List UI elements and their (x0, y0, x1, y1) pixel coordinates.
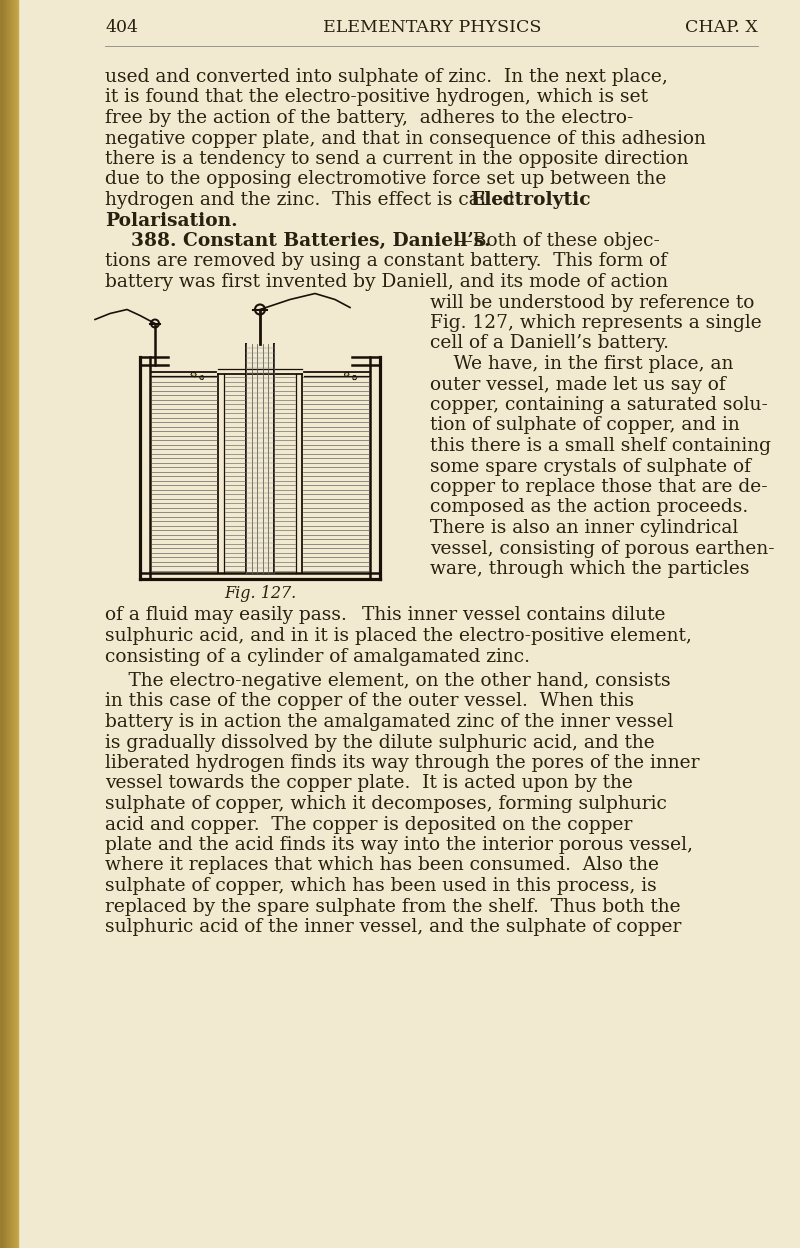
Text: ware, through which the particles: ware, through which the particles (430, 560, 750, 578)
Text: this there is a small shelf containing: this there is a small shelf containing (430, 437, 771, 456)
Text: The electro-negative element, on the other hand, consists: The electro-negative element, on the oth… (105, 671, 670, 690)
Text: CHAP. X: CHAP. X (686, 20, 758, 36)
Text: of a fluid may easily pass.  This inner vessel contains dilute: of a fluid may easily pass. This inner v… (105, 607, 666, 624)
Text: due to the opposing electromotive force set up between the: due to the opposing electromotive force … (105, 171, 666, 188)
Text: 388. Constant Batteries, Daniell’s.: 388. Constant Batteries, Daniell’s. (105, 232, 490, 250)
Text: liberated hydrogen finds its way through the pores of the inner: liberated hydrogen finds its way through… (105, 754, 699, 773)
Text: some spare crystals of sulphate of: some spare crystals of sulphate of (430, 458, 751, 475)
Text: battery is in action the amalgamated zinc of the inner vessel: battery is in action the amalgamated zin… (105, 713, 674, 731)
Text: is gradually dissolved by the dilute sulphuric acid, and the: is gradually dissolved by the dilute sul… (105, 734, 654, 751)
Text: vessel, consisting of porous earthen-: vessel, consisting of porous earthen- (430, 539, 774, 558)
Text: vessel towards the copper plate.  It is acted upon by the: vessel towards the copper plate. It is a… (105, 775, 633, 792)
Text: tion of sulphate of copper, and in: tion of sulphate of copper, and in (430, 417, 740, 434)
Text: —Both of these objec-: —Both of these objec- (454, 232, 660, 250)
Text: outer vessel, made let us say of: outer vessel, made let us say of (430, 376, 726, 393)
Text: it is found that the electro-positive hydrogen, which is set: it is found that the electro-positive hy… (105, 89, 648, 106)
Text: tions are removed by using a constant battery.  This form of: tions are removed by using a constant ba… (105, 252, 667, 271)
Text: plate and the acid finds its way into the interior porous vessel,: plate and the acid finds its way into th… (105, 836, 693, 854)
Text: where it replaces that which has been consumed.  Also the: where it replaces that which has been co… (105, 856, 659, 875)
Text: We have, in the first place, an: We have, in the first place, an (430, 354, 734, 373)
Text: acid and copper.  The copper is deposited on the copper: acid and copper. The copper is deposited… (105, 815, 632, 834)
Text: there is a tendency to send a current in the opposite direction: there is a tendency to send a current in… (105, 150, 689, 168)
Text: replaced by the spare sulphate from the shelf.  Thus both the: replaced by the spare sulphate from the … (105, 897, 681, 916)
Text: Electrolytic: Electrolytic (470, 191, 591, 208)
Text: There is also an inner cylindrical: There is also an inner cylindrical (430, 519, 738, 537)
Text: sulphuric acid of the inner vessel, and the sulphate of copper: sulphuric acid of the inner vessel, and … (105, 919, 682, 936)
Text: copper to replace those that are de-: copper to replace those that are de- (430, 478, 768, 495)
Text: ELEMENTARY PHYSICS: ELEMENTARY PHYSICS (323, 20, 541, 36)
Polygon shape (199, 376, 204, 379)
Text: cell of a Daniell’s battery.: cell of a Daniell’s battery. (430, 334, 669, 352)
Text: free by the action of the battery,  adheres to the electro-: free by the action of the battery, adher… (105, 109, 634, 127)
Text: sulphuric acid, and in it is placed the electro-positive element,: sulphuric acid, and in it is placed the … (105, 626, 692, 645)
Text: will be understood by reference to: will be understood by reference to (430, 293, 754, 312)
Text: consisting of a cylinder of amalgamated zinc.: consisting of a cylinder of amalgamated … (105, 648, 530, 665)
Text: Fig. 127.: Fig. 127. (224, 584, 296, 602)
Polygon shape (345, 372, 349, 377)
Text: in this case of the copper of the outer vessel.  When this: in this case of the copper of the outer … (105, 693, 634, 710)
Text: 404: 404 (105, 20, 138, 36)
Text: Fig. 127, which represents a single: Fig. 127, which represents a single (430, 314, 762, 332)
Text: Polarisation.: Polarisation. (105, 211, 238, 230)
Text: sulphate of copper, which it decomposes, forming sulphuric: sulphate of copper, which it decomposes,… (105, 795, 667, 812)
Text: negative copper plate, and that in consequence of this adhesion: negative copper plate, and that in conse… (105, 130, 706, 147)
Text: sulphate of copper, which has been used in this process, is: sulphate of copper, which has been used … (105, 877, 657, 895)
Text: copper, containing a saturated solu-: copper, containing a saturated solu- (430, 396, 768, 414)
Polygon shape (353, 376, 357, 379)
Polygon shape (191, 372, 196, 377)
Text: hydrogen and the zinc.  This effect is called: hydrogen and the zinc. This effect is ca… (105, 191, 520, 208)
Text: used and converted into sulphate of zinc.  In the next place,: used and converted into sulphate of zinc… (105, 67, 668, 86)
Bar (0, 0, 18, 1248)
Text: composed as the action proceeds.: composed as the action proceeds. (430, 498, 748, 517)
Text: battery was first invented by Daniell, and its mode of action: battery was first invented by Daniell, a… (105, 273, 668, 291)
